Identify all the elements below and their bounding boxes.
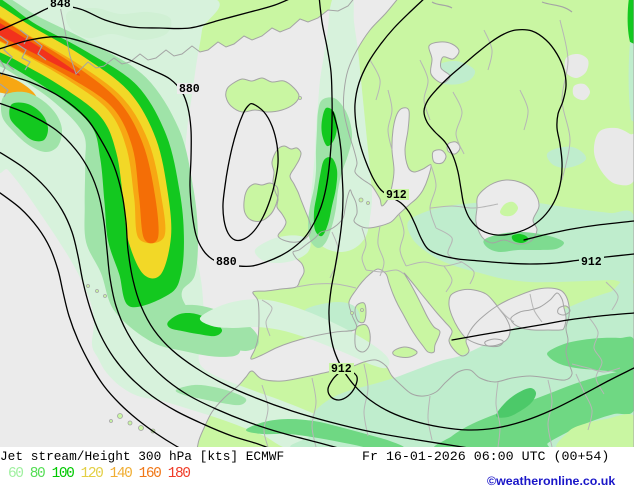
svg-text:880: 880 bbox=[216, 256, 237, 269]
svg-text:848: 848 bbox=[50, 0, 71, 11]
svg-text:912: 912 bbox=[331, 363, 352, 376]
svg-text:912: 912 bbox=[386, 189, 407, 202]
svg-text:912: 912 bbox=[581, 256, 602, 269]
svg-text:880: 880 bbox=[179, 83, 200, 96]
